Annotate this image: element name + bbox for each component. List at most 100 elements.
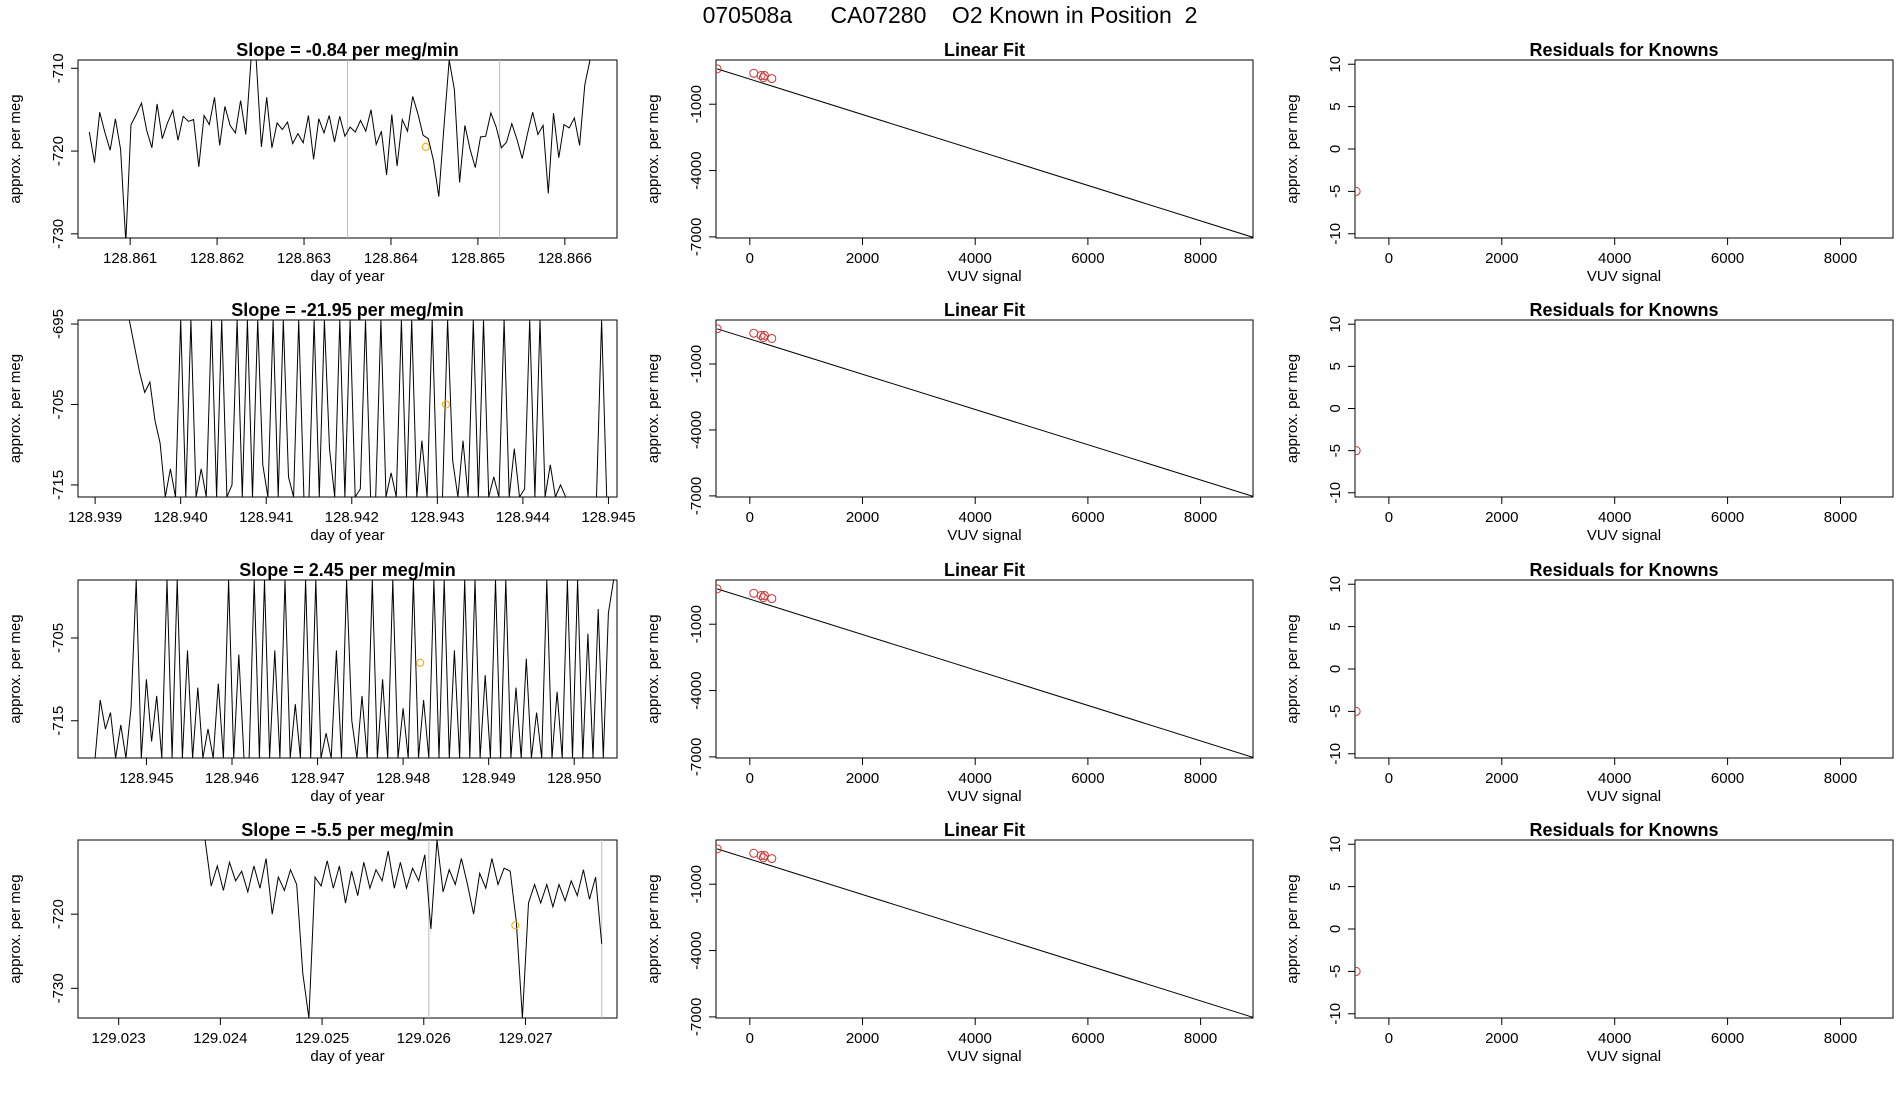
series-line [88,60,596,238]
y-tick-label: -10 [1327,482,1344,504]
y-tick-label: -7000 [688,218,705,256]
x-tick-label: 2000 [1485,509,1518,526]
y-axis-label: approx. per meg [7,874,24,983]
chart-title: Linear Fit [944,40,1025,60]
x-tick-label: 128.946 [205,770,259,787]
series-line [94,580,615,758]
y-tick-label: 0 [1327,404,1344,412]
data-point [758,593,768,603]
y-tick-label: 5 [1327,102,1344,110]
x-axis-label: VUV signal [947,268,1021,285]
fit-line [716,588,1253,758]
plot-frame [77,579,618,759]
chart-title: Residuals for Knowns [1529,40,1718,60]
y-tick-label: -4000 [688,411,705,449]
x-tick-label: 128.943 [410,509,464,526]
known-point [441,400,450,409]
x-tick-label: 128.945 [581,509,635,526]
chart-title: Linear Fit [944,300,1025,320]
chart-title: Residuals for Knowns [1529,560,1718,580]
plot-area [88,60,596,238]
x-tick-label: 6000 [1071,250,1104,267]
y-axis-label: approx. per meg [7,614,24,723]
x-tick-label: 4000 [959,509,992,526]
x-tick-label: 2000 [1485,1030,1518,1047]
data-point [1355,966,1361,976]
x-axis-label: VUV signal [947,788,1021,805]
x-axis-label: VUV signal [1587,1048,1661,1065]
x-tick-label: 6000 [1711,1030,1744,1047]
chart-title: Slope = -5.5 per meg/min [241,820,454,840]
chart-title: Slope = 2.45 per meg/min [239,560,456,580]
x-tick-label: 8000 [1824,770,1857,787]
plot-area [716,844,1253,1018]
x-tick-label: 6000 [1071,770,1104,787]
data-point [716,844,722,854]
known-point [421,142,430,151]
plot-area [1355,966,1361,976]
y-tick-label: -1000 [688,605,705,643]
y-tick-label: -705 [50,623,67,653]
x-tick-label: 0 [1385,1030,1393,1047]
x-axis-label: VUV signal [947,1048,1021,1065]
panel-r2-c2: Linear Fit 0 2000 4000 6000 8000 -1000 -4000 -70… [645,300,1254,544]
y-tick-label: -7000 [688,998,705,1036]
data-point [1355,706,1361,716]
panel-r3-c2: Linear Fit 0 2000 4000 6000 8000 -1000 -4000 -70… [645,560,1254,805]
x-tick-label: 8000 [1824,250,1857,267]
x-tick-label: 0 [1385,509,1393,526]
plot-frame [77,319,618,498]
y-axis-label: approx. per meg [645,874,662,983]
y-tick-label: -1000 [688,85,705,123]
x-tick-label: 0 [1385,250,1393,267]
x-tick-label: 128.865 [451,250,505,267]
x-tick-label: 4000 [1598,250,1631,267]
x-tick-label: 128.948 [376,770,430,787]
x-tick-label: 128.862 [190,250,244,267]
x-tick-label: 128.940 [154,509,208,526]
y-tick-label: 5 [1327,622,1344,630]
plot-area [128,320,608,497]
x-tick-label: 4000 [1598,770,1631,787]
x-axis-label: day of year [310,527,384,544]
panel-r3-c3: Residuals for Knowns 0 2000 4000 6000 8000 10 5… [1284,560,1894,805]
y-tick-label: -705 [50,389,67,419]
y-axis-label: approx. per meg [1284,874,1301,983]
panel-r1-c1: Slope = -0.84 per meg/min 128.861 128.862 1… [7,40,618,285]
x-tick-label: 6000 [1711,250,1744,267]
known-point [511,921,520,930]
panel-r4-c1: Slope = -5.5 per meg/min 129.023 129.024 12… [7,820,618,1065]
x-tick-label: 129.025 [295,1030,349,1047]
x-tick-label: 129.023 [92,1030,146,1047]
y-tick-label: -7000 [688,738,705,776]
y-tick-label: -695 [50,309,67,339]
y-tick-label: -4000 [688,671,705,709]
y-tick-label: -7000 [688,477,705,515]
chart-title: Residuals for Knowns [1529,820,1718,840]
series-line [204,840,603,1018]
x-axis-label: VUV signal [947,527,1021,544]
plot-area [204,840,603,1018]
data-point [759,590,769,600]
panel-r3-c1: Slope = 2.45 per meg/min 128.945 128.946 12… [7,560,618,805]
data-point [759,70,769,80]
y-tick-label: 0 [1327,665,1344,673]
known-point [416,658,425,667]
fit-line [716,848,1253,1018]
x-tick-label: 0 [1385,770,1393,787]
y-tick-label: -1000 [688,865,705,903]
x-axis-label: day of year [310,1048,384,1065]
data-point [716,324,722,334]
y-axis-label: approx. per meg [645,354,662,463]
data-point [758,73,768,83]
chart-title: Linear Fit [944,560,1025,580]
plot-frame [715,839,1254,1019]
y-tick-label: 0 [1327,925,1344,933]
x-tick-label: 4000 [959,250,992,267]
y-tick-label: -715 [50,706,67,736]
x-tick-label: 6000 [1071,509,1104,526]
y-axis-label: approx. per meg [645,94,662,203]
chart-title: Slope = -0.84 per meg/min [236,40,459,60]
x-tick-label: 2000 [1485,770,1518,787]
